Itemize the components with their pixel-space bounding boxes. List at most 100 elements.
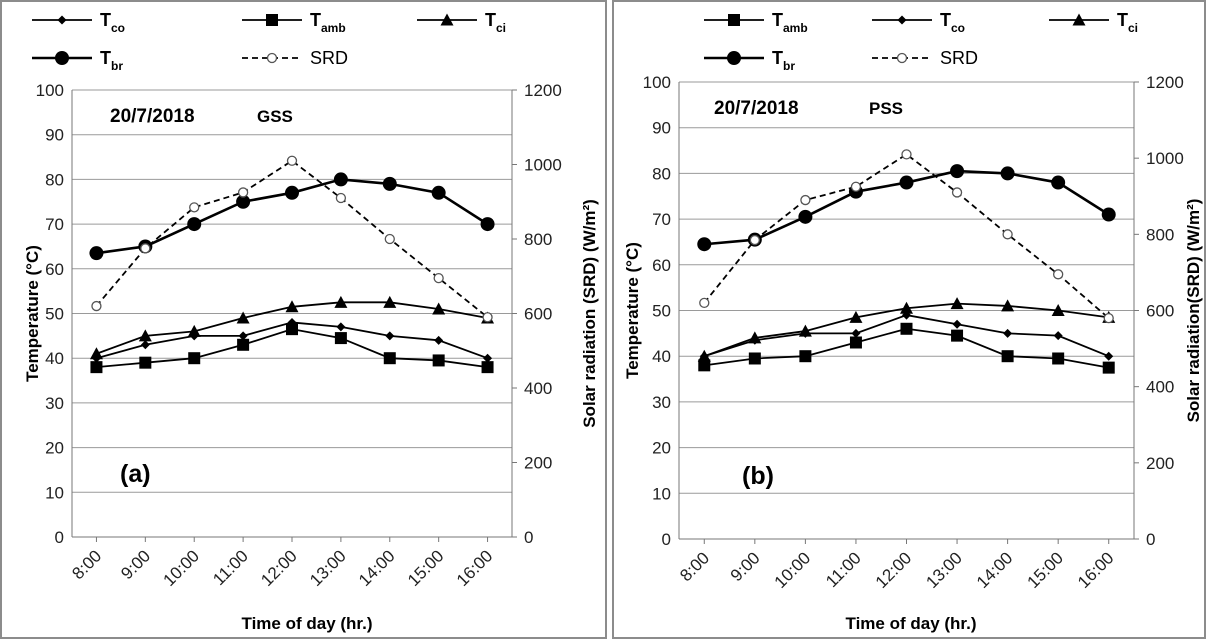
x-tick-label: 13:00 xyxy=(922,548,966,592)
legend-label: SRD xyxy=(310,48,348,68)
y-left-tick-label: 30 xyxy=(45,394,64,413)
legend-label: Tamb xyxy=(310,10,346,35)
legend-marker xyxy=(727,51,741,65)
y-left-tick-label: 90 xyxy=(652,119,671,138)
legend-item: Tci xyxy=(417,10,506,35)
data-point xyxy=(1101,207,1116,222)
data-point xyxy=(432,302,446,315)
y-right-tick-label: 600 xyxy=(524,305,552,324)
legend-label-sub: amb xyxy=(783,21,808,35)
y-left-tick-label: 40 xyxy=(45,349,64,368)
legend-marker xyxy=(266,52,278,64)
data-point xyxy=(798,324,812,337)
data-point xyxy=(189,202,200,213)
legend-label-base: T xyxy=(1117,10,1128,30)
y-right-tick-label: 1000 xyxy=(524,156,562,175)
legend-label-base: T xyxy=(772,10,783,30)
y-right-tick-label: 800 xyxy=(1146,225,1174,244)
data-point xyxy=(434,335,444,345)
chart-a-svg: 0102030405060708090100020040060080010001… xyxy=(23,10,599,633)
data-point xyxy=(286,155,298,166)
y-left-tick-label: 70 xyxy=(652,210,671,229)
legend-item: Tbr xyxy=(704,48,795,73)
legend-label-base: T xyxy=(100,48,111,68)
data-point xyxy=(91,300,102,312)
legend-item: Tco xyxy=(32,10,125,35)
y-left-tick-label: 90 xyxy=(45,126,64,145)
series-line xyxy=(95,159,489,318)
y-left-tick-label: 20 xyxy=(652,439,671,458)
y-left-tick-label: 80 xyxy=(45,170,64,189)
y-left-tick-label: 50 xyxy=(45,305,64,324)
data-point xyxy=(698,359,711,372)
data-point xyxy=(950,297,964,310)
data-point xyxy=(1053,331,1063,341)
gridlines xyxy=(72,89,512,538)
data-point xyxy=(952,319,962,329)
data-point xyxy=(432,354,445,367)
x-tick-label: 11:00 xyxy=(822,548,865,591)
legend-label-sub: br xyxy=(783,59,795,73)
legend-label: Tco xyxy=(100,10,125,35)
legend-label-sub: br xyxy=(111,59,123,73)
data-point xyxy=(748,331,762,344)
y-left-tick-label: 10 xyxy=(45,483,64,502)
data-point xyxy=(286,323,298,336)
x-tick-label: 11:00 xyxy=(209,546,252,589)
legend-label-sub: ci xyxy=(496,21,506,35)
x-tick-label: 14:00 xyxy=(355,546,399,590)
legend-label: Tci xyxy=(1117,10,1138,35)
legend-marker xyxy=(440,13,454,26)
data-point xyxy=(140,243,151,254)
legend-marker xyxy=(57,15,67,25)
data-point xyxy=(237,187,249,198)
data-point xyxy=(480,217,495,232)
data-point xyxy=(89,246,104,261)
data-point xyxy=(1052,352,1065,365)
data-point xyxy=(1102,361,1115,374)
system-name: GSS xyxy=(257,107,293,126)
legend-marker xyxy=(897,15,907,25)
chart-b-svg: 0102030405060708090100020040060080010001… xyxy=(623,10,1203,633)
x-tick-label: 10:00 xyxy=(771,548,815,592)
legend-marker xyxy=(266,14,278,26)
data-point xyxy=(900,322,913,335)
y-right-tick-label: 0 xyxy=(524,528,533,547)
data-point xyxy=(238,331,248,341)
x-tick-label: 12:00 xyxy=(872,548,916,592)
x-tick-label: 9:00 xyxy=(117,546,154,583)
data-point xyxy=(483,353,493,363)
y-left-tick-label: 100 xyxy=(36,81,64,100)
y-axis-left-title: Temperature (°C) xyxy=(23,245,42,382)
chart-date: 20/7/2018 xyxy=(714,98,799,119)
y-axis-left-title: Temperature (°C) xyxy=(623,242,642,379)
data-point xyxy=(1103,312,1114,324)
x-tick-label: 8:00 xyxy=(676,548,713,585)
data-point xyxy=(899,175,914,190)
y-right-tick-label: 800 xyxy=(524,230,552,249)
data-point xyxy=(900,301,913,314)
data-point xyxy=(384,233,395,245)
series-t-amb xyxy=(90,323,494,374)
legend-label-sub: co xyxy=(951,21,965,35)
legend-marker xyxy=(896,52,908,64)
data-point xyxy=(482,312,493,323)
legend-label-base: T xyxy=(100,10,111,30)
data-point xyxy=(138,329,152,342)
data-point xyxy=(237,338,250,351)
data-point xyxy=(89,347,103,360)
y-right-tick-label: 1200 xyxy=(1146,73,1184,92)
legend-label: Tci xyxy=(485,10,506,35)
legend-label-base: T xyxy=(310,10,321,30)
panel-label: (a) xyxy=(120,460,151,488)
data-point xyxy=(1051,304,1065,316)
y-left-tick-label: 30 xyxy=(652,393,671,412)
y-left-tick-label: 80 xyxy=(652,164,671,183)
data-point xyxy=(1001,350,1014,363)
legend-label-base: T xyxy=(940,10,951,30)
y-right-tick-label: 0 xyxy=(1146,530,1155,549)
data-point xyxy=(334,295,348,308)
legend-label: Tco xyxy=(940,10,965,35)
data-point xyxy=(382,176,397,191)
